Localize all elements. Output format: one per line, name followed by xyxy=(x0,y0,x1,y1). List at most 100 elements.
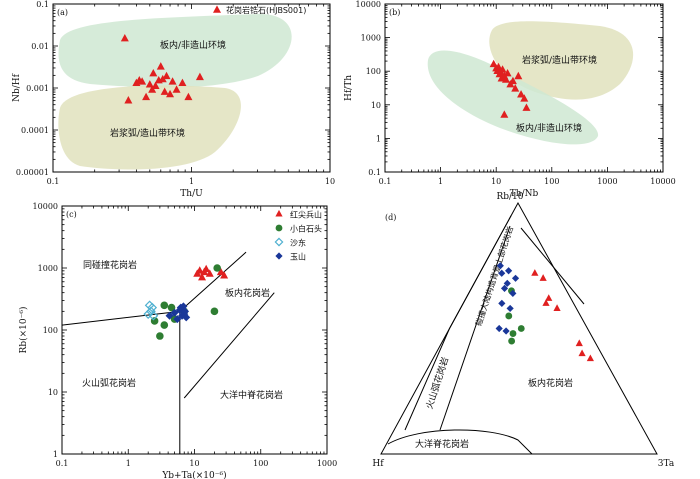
legend-label: 玉山 xyxy=(290,252,306,262)
data-point xyxy=(520,94,529,102)
data-point xyxy=(531,269,539,276)
data-point xyxy=(542,299,550,306)
data-point xyxy=(138,77,147,85)
y-tick-label: 0.1 xyxy=(368,168,381,177)
y-tick-label: 1000 xyxy=(361,34,381,43)
data-point xyxy=(195,266,204,274)
y-tick-label: 10000 xyxy=(356,0,381,9)
data-point xyxy=(511,84,520,92)
data-point xyxy=(143,309,154,320)
x-tick-label: 10 xyxy=(325,177,335,186)
field-label: 板内/非造山环境 xyxy=(516,122,582,134)
boundary-line xyxy=(439,225,511,431)
legend-marker xyxy=(275,209,283,217)
boundary-line xyxy=(520,227,585,305)
data-point xyxy=(575,339,583,347)
y-tick-label: 0.001 xyxy=(26,84,49,93)
data-point xyxy=(213,264,221,272)
data-point xyxy=(501,75,510,83)
data-point xyxy=(503,279,511,287)
x-tick-label: 0.1 xyxy=(47,177,60,186)
data-point xyxy=(195,72,204,81)
y-axis-label: Nb/Hf xyxy=(12,73,22,102)
x-axis-label: Th/U xyxy=(180,189,203,199)
panel-b: 0.1 1 10 100 1000 10000 0.1 1 10 100 1000 10000 Th/N… xyxy=(344,0,676,199)
x-tick-label: 0.1 xyxy=(379,177,392,186)
x-axis-label: Yb+Ta(×10⁻⁶) xyxy=(161,470,226,479)
field-label: 火山弧花岗岩 xyxy=(82,377,136,389)
data-point xyxy=(505,267,513,275)
legend-marker xyxy=(213,5,221,13)
data-point xyxy=(149,69,158,77)
data-point xyxy=(156,332,164,340)
data-point xyxy=(165,311,174,320)
data-point xyxy=(120,34,129,42)
data-point xyxy=(498,65,507,73)
data-point xyxy=(216,267,225,276)
vertex-label: 3Ta xyxy=(658,459,675,469)
field-magmatic-arc xyxy=(58,85,241,170)
data-point xyxy=(181,307,190,316)
x-tick-label: 1 xyxy=(126,459,131,468)
panel-label: (a) xyxy=(57,8,68,17)
data-point xyxy=(166,89,175,98)
data-point xyxy=(158,74,167,83)
boundary-line xyxy=(387,429,533,455)
data-point xyxy=(198,273,207,281)
legend-label: 花岗岩锆石(HJBS001) xyxy=(226,5,306,15)
legend-marker xyxy=(275,252,283,260)
data-point xyxy=(124,96,133,104)
data-point xyxy=(496,262,504,270)
data-point xyxy=(539,274,547,281)
panel-label: (c) xyxy=(66,210,77,219)
data-point xyxy=(148,310,159,321)
data-point xyxy=(184,92,193,101)
field-within-plate xyxy=(427,50,599,145)
boundary-line xyxy=(183,292,275,399)
data-point xyxy=(182,313,191,322)
legend-label: 沙东 xyxy=(290,238,306,248)
data-point xyxy=(509,330,517,337)
data-point xyxy=(517,90,526,98)
y-tick-label: 1 xyxy=(376,134,381,143)
x-axis-label: Th/Nb xyxy=(510,189,539,199)
data-point xyxy=(160,321,169,329)
data-point xyxy=(156,62,165,70)
plot-frame xyxy=(61,205,328,455)
y-tick-label: 100 xyxy=(366,67,381,76)
x-tick-label: 1 xyxy=(189,177,194,186)
data-point xyxy=(145,80,154,88)
data-point xyxy=(500,284,509,292)
data-point xyxy=(147,302,158,313)
x-tick-label: 1000 xyxy=(317,459,337,468)
y-tick-label: 1 xyxy=(53,450,58,459)
y-axis-label: Rb(×10⁻⁶) xyxy=(18,307,29,354)
field-magmatic-arc xyxy=(489,21,634,100)
data-point xyxy=(586,354,594,362)
field-label: 火山弧花岗岩 xyxy=(423,356,451,411)
data-point xyxy=(498,299,506,307)
x-tick-label: 100 xyxy=(253,459,268,468)
legend-label: 小白石头 xyxy=(290,224,322,234)
y-axis-label: Hf/Th xyxy=(344,75,354,101)
panel-a: 0.1 1 10 0.00001 0.0001 0.001 0.01 0.1 Th/U Nb/Hf… xyxy=(12,0,335,199)
legend-marker xyxy=(274,237,284,247)
y-tick-label: 0.0001 xyxy=(21,126,49,135)
data-point xyxy=(505,312,513,320)
data-point xyxy=(511,274,520,282)
x-tick-label: 1 xyxy=(438,177,443,186)
data-point xyxy=(173,315,182,324)
data-point xyxy=(160,301,169,310)
data-point xyxy=(508,337,516,345)
panel-label: (b) xyxy=(389,8,400,17)
y-tick-label: 10000 xyxy=(33,202,58,211)
data-point xyxy=(142,92,151,101)
data-point xyxy=(172,85,181,93)
data-point xyxy=(553,304,561,311)
data-point xyxy=(517,325,525,332)
field-label: 同碰撞花岗岩 xyxy=(83,259,137,271)
x-tick-label: 10 xyxy=(491,177,501,186)
plot-frame xyxy=(384,3,664,173)
